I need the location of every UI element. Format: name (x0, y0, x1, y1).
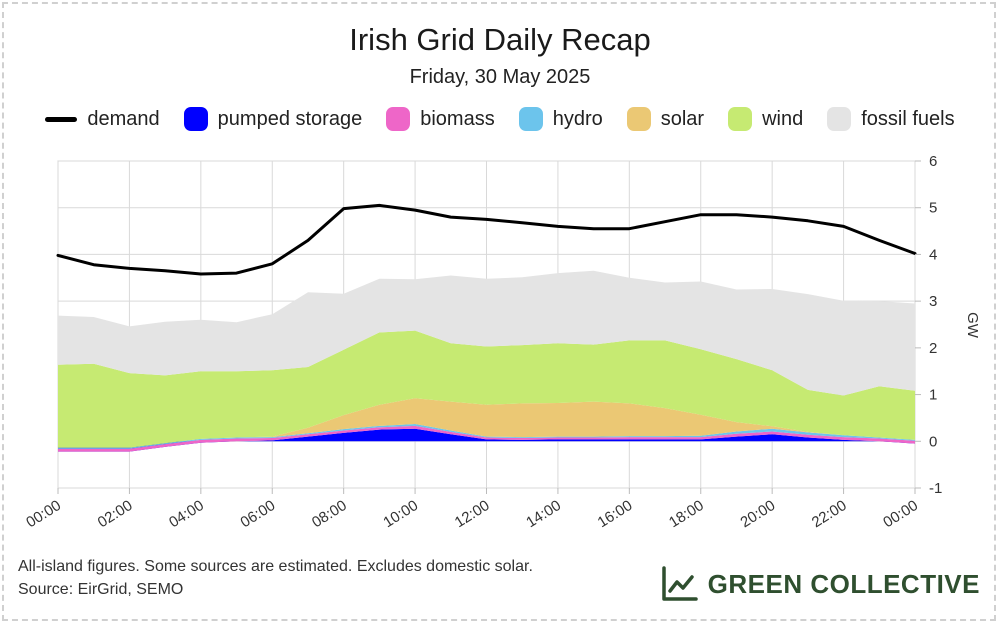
legend-label-wind: wind (762, 107, 804, 130)
x-tick-label: 20:00 (737, 497, 778, 531)
legend-item-pumped-storage[interactable]: pumped storage (183, 107, 363, 131)
legend-label-fossil-fuels: fossil fuels (861, 107, 955, 130)
x-tick-label: 04:00 (166, 497, 207, 531)
footnote: All-island figures. Some sources are est… (18, 555, 533, 601)
trend-chart-icon (661, 566, 698, 601)
demand-line (56, 203, 917, 276)
y-tick-label: 1 (929, 387, 937, 404)
x-tick-label: 06:00 (238, 497, 279, 531)
legend-label-demand: demand (87, 107, 160, 130)
brand-logo: GREEN COLLECTIVE (660, 565, 980, 603)
y-axis-label: GW (964, 312, 981, 339)
area-solar (58, 398, 915, 448)
y-tick-label: 2 (929, 340, 937, 357)
area-hydro (58, 424, 915, 449)
y-tick-label: 0 (929, 433, 937, 450)
footnote-line-1: All-island figures. Some sources are est… (18, 558, 533, 575)
x-tick-label: 08:00 (309, 497, 350, 531)
y-tick-label: 3 (929, 293, 937, 310)
legend-swatch-hydro (518, 107, 543, 131)
footnote-line-2: Source: EirGrid, SEMO (18, 581, 184, 598)
x-tick-label: 00:00 (880, 497, 921, 531)
chart-subtitle: Friday, 30 May 2025 (409, 66, 591, 88)
legend-label-solar: solar (660, 107, 705, 130)
legend-item-wind[interactable]: wind (728, 107, 803, 131)
area-biomass (58, 425, 915, 452)
legend-label-biomass: biomass (420, 107, 495, 130)
y-tick-label: 5 (929, 200, 937, 217)
y-tick-label: 6 (929, 153, 937, 170)
legend-swatch-wind (728, 107, 753, 131)
x-tick-label: 00:00 (23, 497, 64, 531)
legend-item-hydro[interactable]: hydro (518, 107, 603, 131)
y-tick-label: -1 (929, 480, 942, 497)
legend-swatch-pumped-storage (183, 107, 208, 131)
x-tick-label: 16:00 (595, 497, 636, 531)
legend-label-pumped-storage: pumped storage (217, 107, 363, 130)
brand-name: GREEN COLLECTIVE (707, 568, 980, 599)
x-tick-label: 22:00 (809, 497, 850, 531)
area-layer (58, 270, 915, 452)
chart-title: Irish Grid Daily Recap (349, 22, 651, 57)
x-tick-label: 18:00 (666, 497, 707, 531)
y-tick-label: 4 (929, 246, 937, 263)
legend-swatch-fossil-fuels (827, 107, 852, 131)
legend-item-biomass[interactable]: biomass (386, 107, 495, 131)
legend-item-demand[interactable]: demand (45, 107, 160, 131)
line-layer (56, 203, 917, 276)
legend-swatch-biomass (386, 107, 411, 131)
legend-label-hydro: hydro (552, 107, 603, 130)
area-wind (58, 330, 915, 448)
legend-swatch-demand (45, 116, 78, 122)
area-fossil-fuels (58, 270, 915, 396)
legend-item-fossil-fuels[interactable]: fossil fuels (827, 107, 955, 131)
x-tick-label: 12:00 (452, 497, 493, 531)
legend: demand pumped storage biomass hydro sola… (0, 107, 1000, 131)
legend-swatch-solar (626, 107, 651, 131)
x-tick-label: 10:00 (380, 497, 421, 531)
x-tick-label: 02:00 (95, 497, 136, 531)
x-tick-label: 14:00 (523, 497, 564, 531)
area-pumped-storage (58, 428, 915, 452)
legend-item-solar[interactable]: solar (626, 107, 705, 131)
